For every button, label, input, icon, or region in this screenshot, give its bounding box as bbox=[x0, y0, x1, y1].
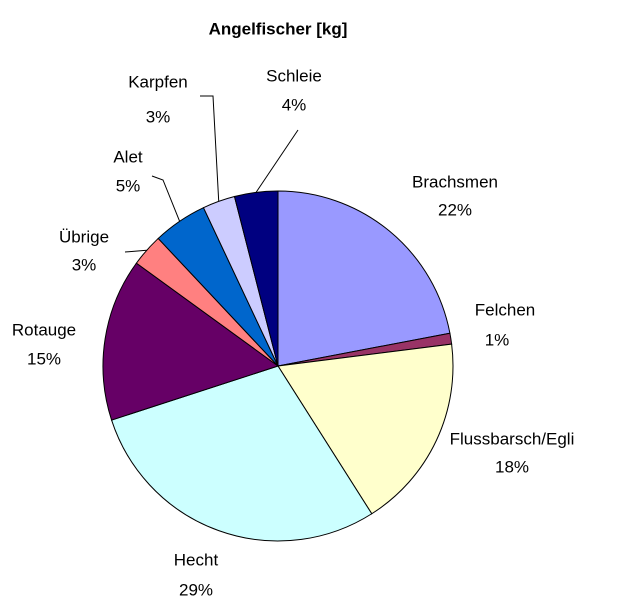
pie-slice bbox=[277, 343, 454, 515]
slice-value-label: 29% bbox=[179, 580, 213, 599]
slice-label: Karpfen bbox=[128, 72, 188, 91]
leader-line bbox=[151, 175, 181, 222]
slice-label: Schleie bbox=[266, 66, 322, 85]
leader-line bbox=[124, 249, 147, 253]
slice-value-label: 1% bbox=[485, 330, 510, 349]
slice-value-label: 22% bbox=[438, 200, 472, 219]
pie-slice bbox=[102, 262, 280, 421]
leader-line bbox=[255, 129, 299, 193]
pie-slice bbox=[233, 190, 279, 367]
slice-value-label: 18% bbox=[495, 457, 529, 476]
leader-line bbox=[200, 95, 220, 202]
slice-value-label: 3% bbox=[72, 255, 97, 274]
slice-label: Übrige bbox=[59, 227, 109, 246]
pie-slice bbox=[110, 365, 373, 542]
slice-label: Brachsmen bbox=[412, 172, 498, 191]
slice-label: Rotauge bbox=[12, 320, 76, 339]
slice-label: Flussbarsch/Egli bbox=[450, 429, 575, 448]
slice-label: Hecht bbox=[174, 550, 219, 569]
chart-title: Angelfischer [kg] bbox=[209, 19, 348, 38]
slice-value-label: 15% bbox=[27, 349, 61, 368]
slice-value-label: 4% bbox=[282, 95, 307, 114]
slice-label: Felchen bbox=[475, 300, 535, 319]
slice-label: Alet bbox=[113, 147, 143, 166]
slice-value-label: 5% bbox=[116, 176, 141, 195]
pie-slice bbox=[277, 190, 451, 367]
slice-value-label: 3% bbox=[146, 107, 171, 126]
